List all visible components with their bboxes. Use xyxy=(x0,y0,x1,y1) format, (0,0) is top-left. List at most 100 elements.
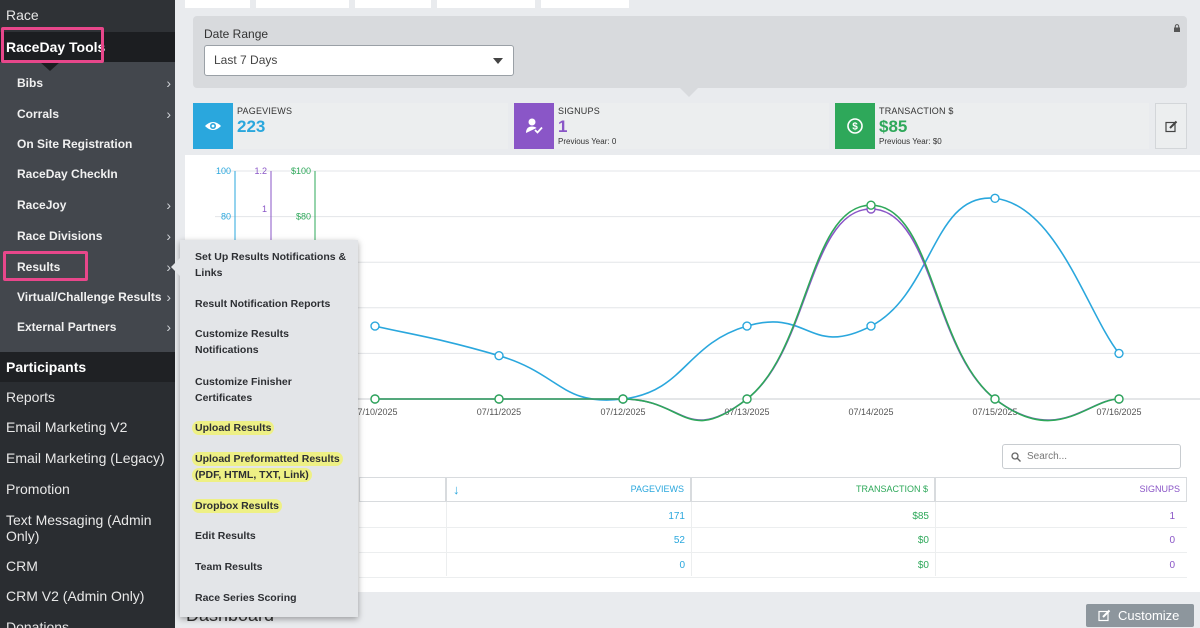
sidebar-item-label: RaceDay CheckIn xyxy=(17,167,118,181)
menu-item-label: Result Notification Reports xyxy=(195,298,331,310)
sidebar-item-crm-v2[interactable]: CRM V2 (Admin Only) xyxy=(6,588,145,604)
sidebar-item-onsite-registration[interactable]: On Site Registration xyxy=(0,129,175,159)
table-cell-signups: 1 xyxy=(1169,511,1175,522)
customize-button[interactable]: Customize xyxy=(1086,604,1194,627)
tab-divider xyxy=(629,0,1200,8)
table-cell-transaction: $0 xyxy=(917,535,929,546)
menu-item-race-series-scoring[interactable]: Race Series Scoring xyxy=(195,590,350,606)
tab-strip xyxy=(185,0,1200,8)
x-axis-tick-label: 07/16/2025 xyxy=(1096,407,1141,417)
right-axis-tick-label: $100 xyxy=(291,166,311,176)
data-point xyxy=(494,394,504,404)
signups-value: 1 xyxy=(558,117,568,136)
table-search-input[interactable]: Search... xyxy=(1002,444,1181,469)
sidebar: Race RaceDay Tools Bibs › Corrals › On Sit… xyxy=(0,0,175,628)
sidebar-item-label: Bibs xyxy=(17,76,44,90)
pageviews-stat: PAGEVIEWS 223 xyxy=(193,103,508,149)
data-point xyxy=(618,394,628,404)
chevron-right-icon: › xyxy=(166,106,171,122)
menu-item-label: Edit Results xyxy=(195,530,256,542)
sidebar-item-label: On Site Registration xyxy=(17,137,133,151)
edit-stats-button[interactable] xyxy=(1155,103,1187,149)
pageviews-caption: PAGEVIEWS xyxy=(237,106,293,116)
sidebar-item-email-marketing-v2[interactable]: Email Marketing V2 xyxy=(6,419,128,435)
sidebar-item-label: External Partners xyxy=(17,320,117,334)
chevron-right-icon: › xyxy=(166,228,171,244)
menu-item-edit-results[interactable]: Edit Results xyxy=(195,528,350,544)
sidebar-section-label: RaceDay Tools xyxy=(6,39,106,55)
series-line xyxy=(375,208,1120,421)
series-line xyxy=(374,197,1120,401)
column-divider xyxy=(691,502,692,576)
date-range-value: Last 7 Days xyxy=(214,53,278,67)
menu-item-label: Race Series Scoring xyxy=(195,592,297,604)
chevron-right-icon: › xyxy=(166,319,171,335)
sidebar-item-donations[interactable]: Donations xyxy=(6,619,70,628)
sidebar-item-external-partners[interactable]: External Partners › xyxy=(0,312,175,342)
menu-item-customize-results-notifications[interactable]: Customize Results Notifications xyxy=(195,326,350,358)
signups-stat: SIGNUPS 1 Previous Year: 0 xyxy=(514,103,829,149)
user-check-icon xyxy=(514,103,554,149)
x-axis-tick-label: 07/13/2025 xyxy=(724,407,769,417)
menu-item-team-results[interactable]: Team Results xyxy=(195,559,350,575)
table-header-transaction[interactable]: TRANSACTION $ xyxy=(691,477,935,502)
menu-item-label: Customize Finisher Certificates xyxy=(195,376,292,404)
sidebar-item-text-messaging[interactable]: Text Messaging (Admin Only) xyxy=(6,512,152,544)
sidebar-item-raceday-checkin[interactable]: RaceDay CheckIn xyxy=(0,159,175,189)
panel-pointer xyxy=(679,87,699,97)
date-range-label: Date Range xyxy=(204,27,269,41)
menu-item-upload-preformatted-results[interactable]: Upload Preformatted Results (PDF, HTML, … xyxy=(192,451,350,483)
header-label: PAGEVIEWS xyxy=(630,484,684,494)
sidebar-item-reports[interactable]: Reports xyxy=(6,389,56,405)
highlight-box xyxy=(1,27,104,63)
date-range-select[interactable]: Last 7 Days xyxy=(204,45,514,76)
sidebar-item-email-marketing-legacy[interactable]: Email Marketing (Legacy) xyxy=(6,450,165,466)
sidebar-item-virtual-challenge-results[interactable]: Virtual/Challenge Results › xyxy=(0,282,175,312)
data-point xyxy=(1114,394,1124,404)
signups-previous-year: Previous Year: 0 xyxy=(558,137,617,146)
menu-item-dropbox-results[interactable]: Dropbox Results xyxy=(192,498,350,514)
search-placeholder: Search... xyxy=(1027,451,1068,462)
transaction-caption: TRANSACTION $ xyxy=(879,106,954,116)
table-header-pageviews[interactable]: ↓ PAGEVIEWS xyxy=(446,477,691,502)
sidebar-item-label: Virtual/Challenge Results xyxy=(17,290,162,304)
tab-divider xyxy=(349,0,355,8)
x-axis-tick-label: 07/12/2025 xyxy=(600,407,645,417)
sidebar-item-racejoy[interactable]: RaceJoy › xyxy=(0,190,175,220)
sidebar-item-results[interactable]: Results › xyxy=(0,252,175,282)
x-axis-tick-label: 07/14/2025 xyxy=(848,407,893,417)
line-chart: 100 80 1.2 1 $100 $80 07/10/2025 07/11/2025 07/1… xyxy=(215,166,1200,422)
menu-item-customize-finisher-certificates[interactable]: Customize Finisher Certificates xyxy=(195,374,350,406)
x-axis-tick-label: 07/10/2025 xyxy=(352,407,397,417)
table-header-signups[interactable]: SIGNUPS xyxy=(935,477,1187,502)
table-header-blank[interactable] xyxy=(359,477,446,502)
sidebar-item-race-divisions[interactable]: Race Divisions › xyxy=(0,221,175,251)
sidebar-item-promotion[interactable]: Promotion xyxy=(6,481,70,497)
results-flyout-menu: Set Up Results Notifications & Links Res… xyxy=(171,240,358,617)
sidebar-item-race[interactable]: Race xyxy=(0,0,175,32)
pageviews-value: 223 xyxy=(237,117,266,136)
data-point xyxy=(1114,348,1124,359)
customize-label: Customize xyxy=(1118,608,1180,623)
menu-item-upload-results[interactable]: Upload Results xyxy=(192,420,350,436)
menu-item-label: Upload Preformatted Results (PDF, HTML, … xyxy=(192,452,343,482)
tab-divider xyxy=(535,0,541,8)
menu-item-setup-results-notifications[interactable]: Set Up Results Notifications & Links xyxy=(195,249,350,281)
sidebar-item-label: Race Divisions xyxy=(17,229,103,243)
sidebar-item-label: RaceJoy xyxy=(17,198,67,212)
menu-item-result-notification-reports[interactable]: Result Notification Reports xyxy=(195,296,350,312)
middle-axis-tick-label: 1.2 xyxy=(254,166,267,176)
sidebar-item-crm[interactable]: CRM xyxy=(6,558,38,574)
sidebar-section-raceday-tools[interactable]: RaceDay Tools xyxy=(0,32,175,62)
sidebar-item-bibs[interactable]: Bibs › xyxy=(0,68,175,98)
tab-divider xyxy=(431,0,437,8)
data-point xyxy=(370,321,380,331)
data-point xyxy=(866,321,876,331)
chevron-right-icon: › xyxy=(166,259,171,275)
sidebar-item-corrals[interactable]: Corrals › xyxy=(0,99,175,129)
chevron-right-icon: › xyxy=(166,197,171,213)
edit-icon xyxy=(1098,609,1111,622)
data-point xyxy=(990,394,1000,404)
sidebar-item-participants[interactable]: Participants xyxy=(6,359,87,375)
table-cell-transaction: $85 xyxy=(912,511,929,522)
